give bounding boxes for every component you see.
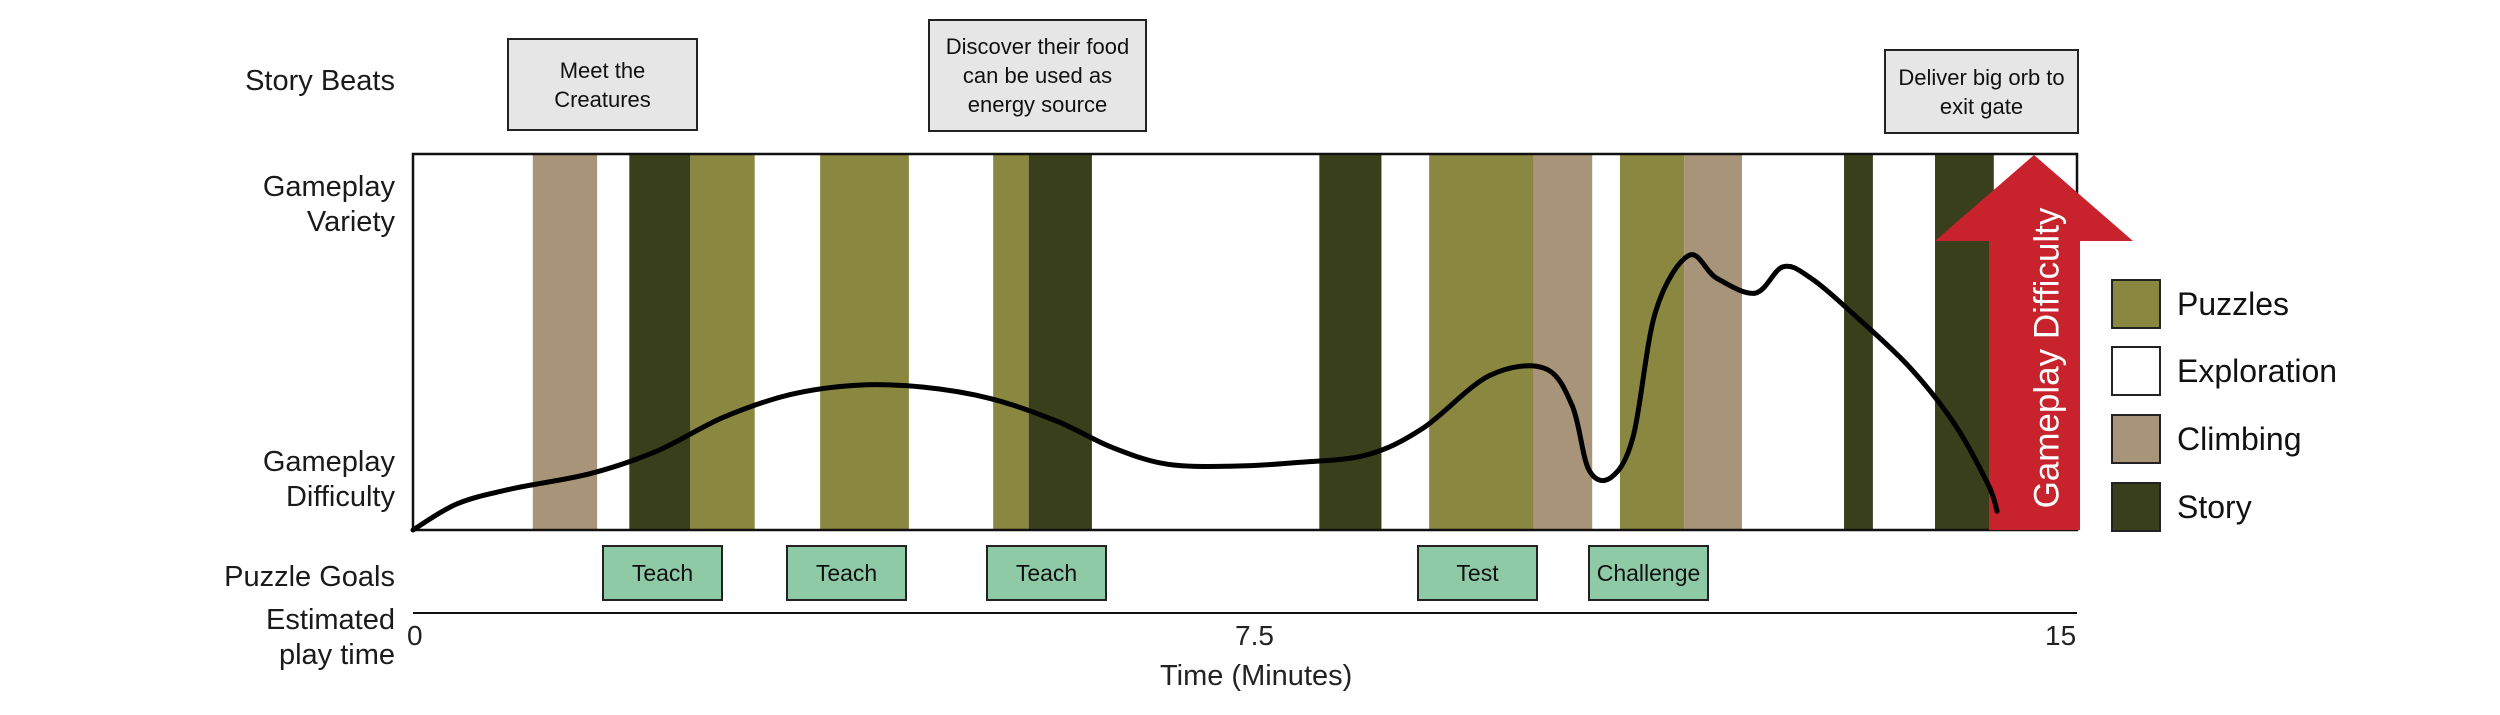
row-label-line: Gameplay xyxy=(262,171,395,203)
segment-climbing xyxy=(1533,154,1593,530)
row-label-puzzle-goals: Puzzle Goals xyxy=(224,561,395,593)
row-label-gameplay-difficulty: Gameplay Difficulty xyxy=(263,445,395,515)
row-label-line: Gameplay xyxy=(262,446,395,478)
difficulty-arrow-shape xyxy=(1935,155,2133,530)
puzzle-goal: Challenge xyxy=(1588,545,1709,601)
row-label-gameplay-variety: Gameplay Variety xyxy=(263,170,395,240)
segment-story xyxy=(1319,154,1382,530)
legend-item-exploration: Exploration xyxy=(2111,344,2337,398)
row-label-line: Variety xyxy=(306,206,395,238)
segment-story xyxy=(1028,154,1092,530)
activity-segments xyxy=(532,154,1994,530)
legend-label: Story xyxy=(2177,488,2252,525)
story-beat: Deliver big orb to exit gate xyxy=(1884,49,2079,134)
story-beat: Discover their food can be used as energ… xyxy=(928,19,1147,132)
story-beat: Meet the Creatures xyxy=(507,38,698,131)
legend-item-climbing: Climbing xyxy=(2111,412,2301,466)
x-tick-label: 15 xyxy=(2045,620,2077,651)
legend-swatch xyxy=(2111,346,2161,396)
segment-puzzles xyxy=(1429,154,1534,530)
difficulty-curve xyxy=(410,252,2000,533)
segment-story xyxy=(1844,154,1873,530)
puzzle-goal: Test xyxy=(1417,545,1538,601)
legend-label: Exploration xyxy=(2177,352,2338,389)
x-tick-label: 0 xyxy=(407,620,423,651)
legend-label: Climbing xyxy=(2177,420,2302,457)
segment-climbing xyxy=(532,154,598,530)
segment-puzzles xyxy=(820,154,909,530)
legend-label: Puzzles xyxy=(2177,285,2290,322)
segment-climbing xyxy=(1684,154,1742,530)
puzzle-goal: Teach xyxy=(786,545,907,601)
x-tick-label: 7.5 xyxy=(1235,620,1274,651)
row-label-line: Difficulty xyxy=(285,481,395,513)
legend-swatch xyxy=(2111,482,2161,532)
puzzle-goal: Teach xyxy=(602,545,723,601)
legend-swatch xyxy=(2111,279,2161,329)
x-axis-title: Time (Minutes) xyxy=(1160,660,1353,692)
segment-puzzles xyxy=(1619,154,1685,530)
segment-story xyxy=(629,154,691,530)
legend-item-puzzles: Puzzles xyxy=(2111,277,2289,331)
puzzle-goal: Teach xyxy=(986,545,1107,601)
row-label-story-beats: Story Beats xyxy=(245,65,395,97)
segment-puzzles xyxy=(993,154,1029,530)
difficulty-arrow-label: Gameplay Difficulty xyxy=(2028,207,2067,508)
row-label-line: Estimated xyxy=(266,604,395,636)
row-label-play-time: Estimated play time xyxy=(266,603,395,673)
difficulty-arrow: Gameplay Difficulty xyxy=(1935,155,2133,530)
legend-item-story: Story xyxy=(2111,480,2252,534)
legend-swatch xyxy=(2111,414,2161,464)
row-label-line: play time xyxy=(278,639,395,671)
segment-puzzles xyxy=(690,154,755,530)
